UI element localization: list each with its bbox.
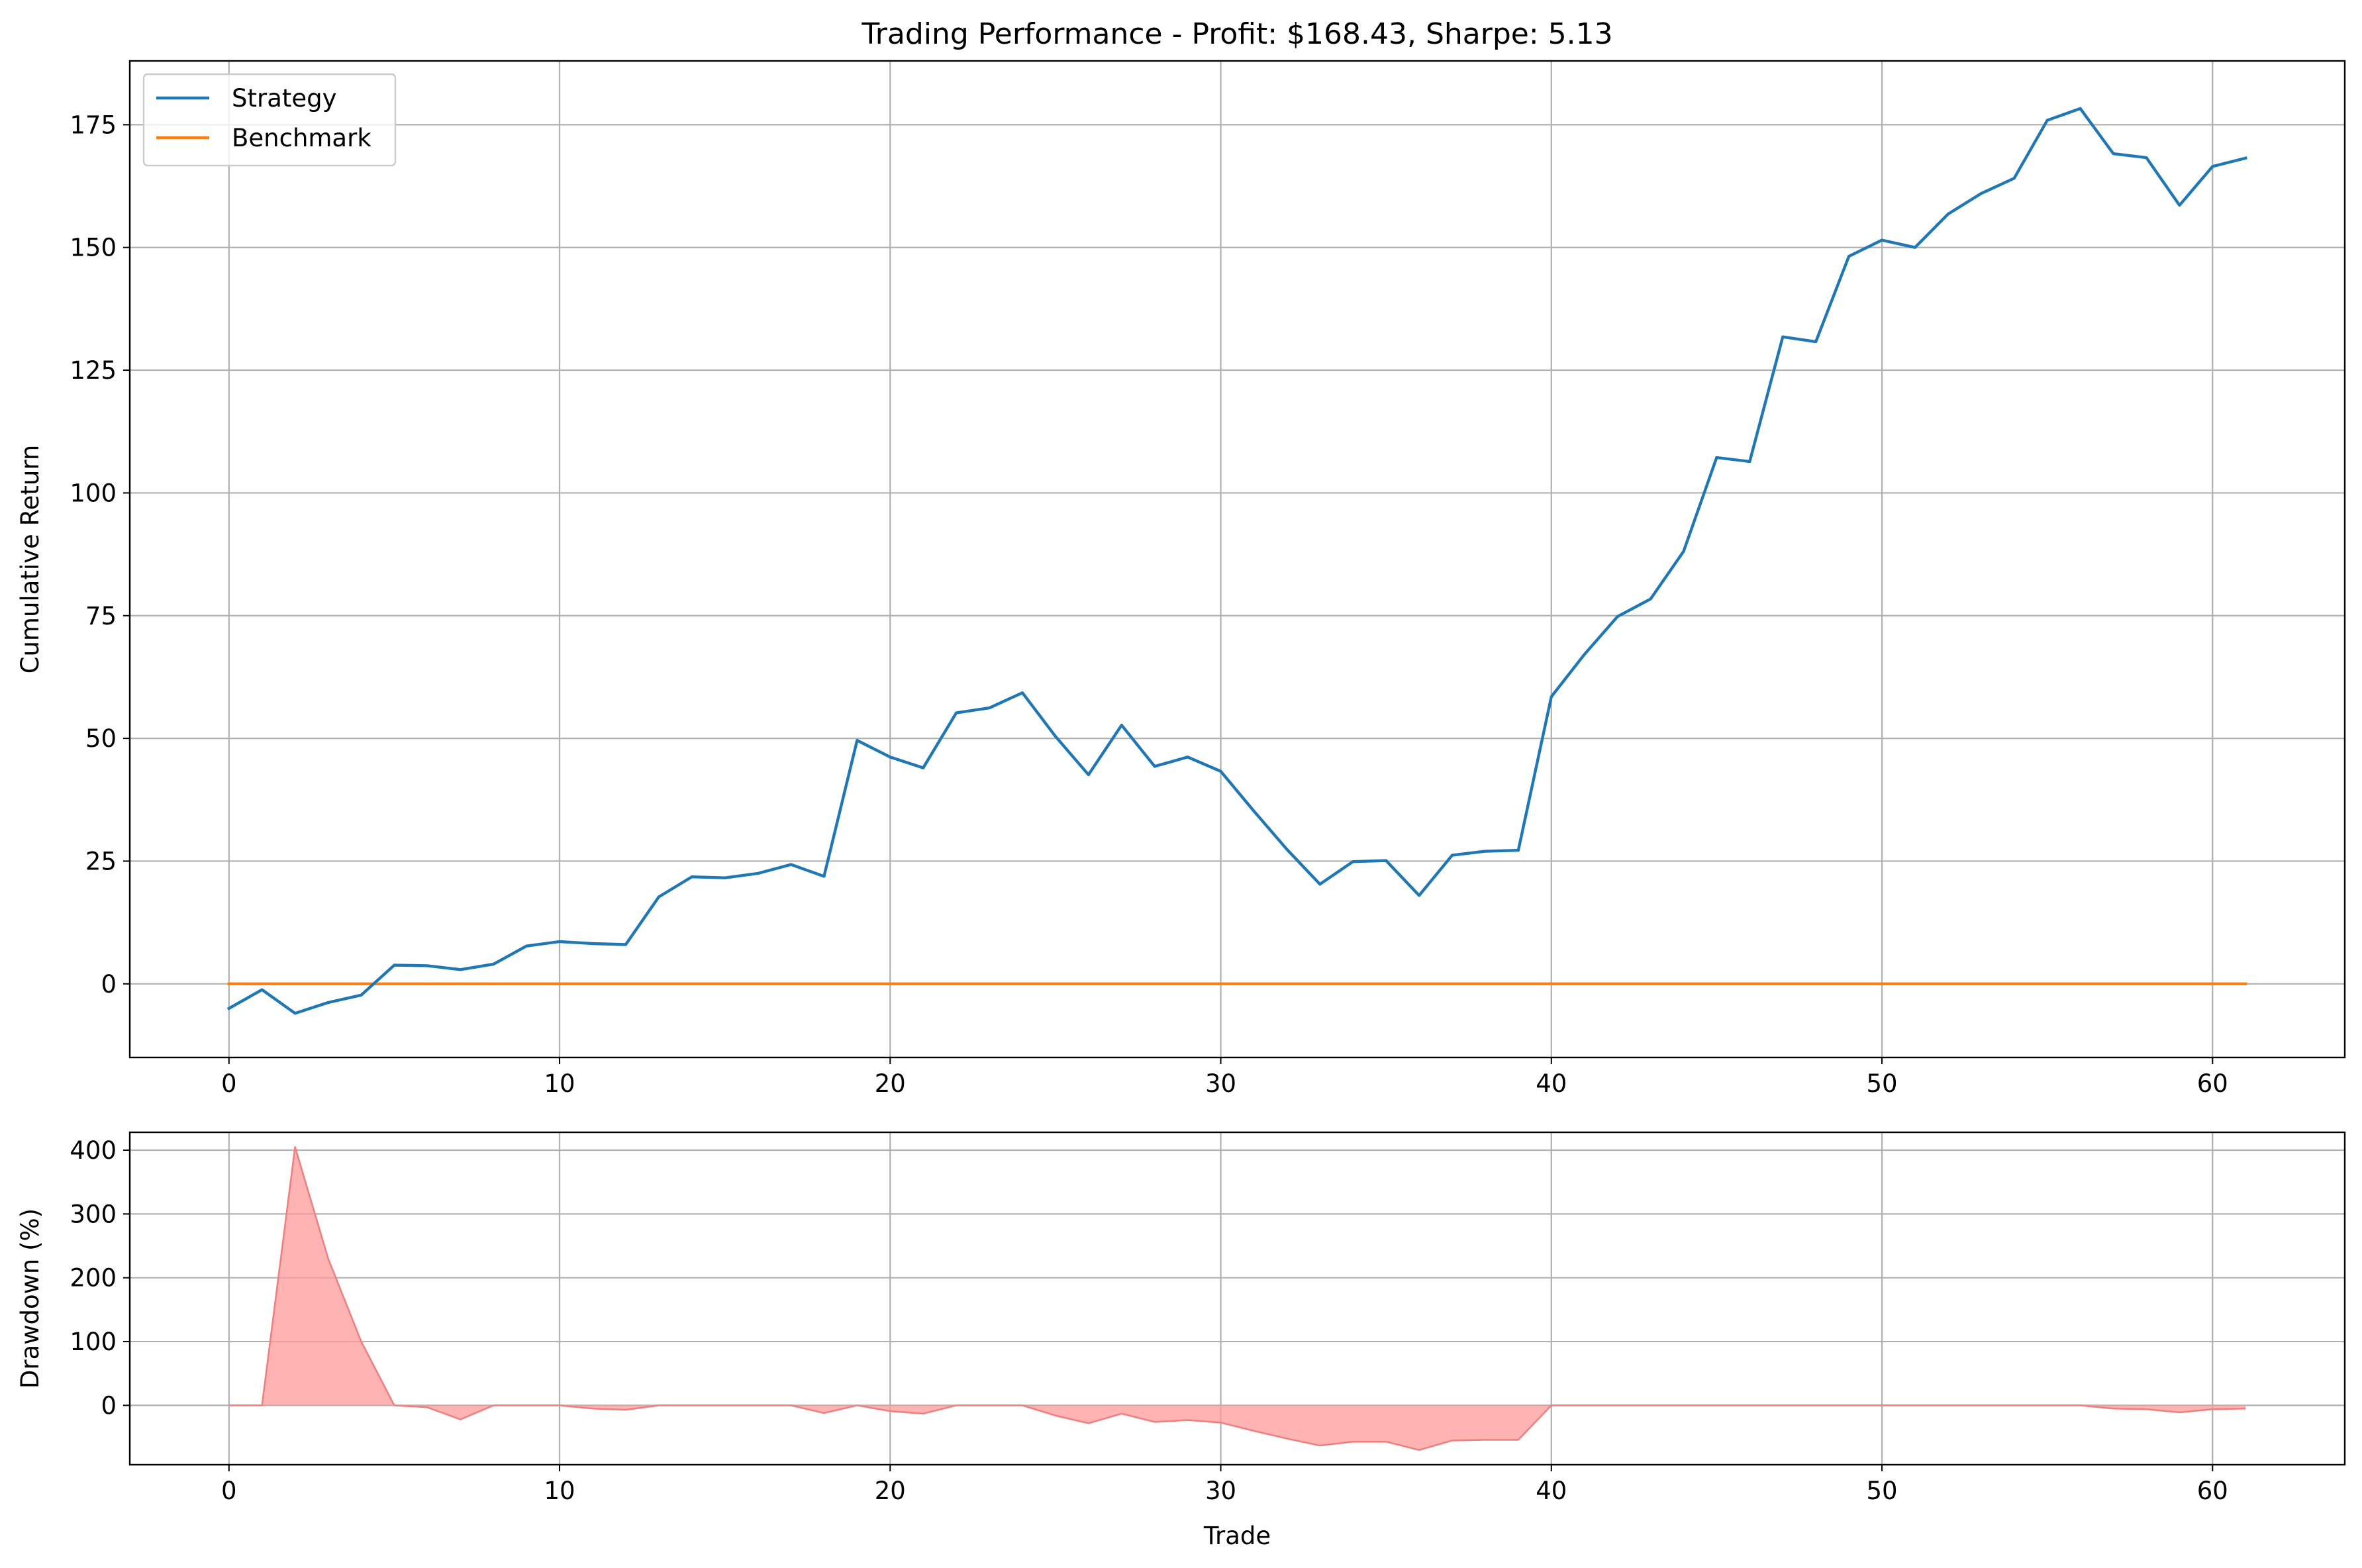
bot-x-tick-label: 10	[544, 1477, 575, 1505]
bottom-x-axis-label: Trade	[1203, 1522, 1271, 1550]
top-x-tick-label: 10	[544, 1069, 575, 1098]
top-x-tick-label: 60	[2197, 1069, 2228, 1098]
bot-x-tick-label: 0	[221, 1477, 237, 1505]
top-y-tick-label: 75	[85, 602, 117, 630]
bot-x-tick-label: 40	[1536, 1477, 1567, 1505]
top-x-tick-label: 30	[1205, 1069, 1236, 1098]
bottom-series-layer	[228, 1146, 2246, 1451]
legend-label-strategy: Strategy	[232, 84, 337, 113]
bot-y-tick-label: 400	[70, 1136, 117, 1165]
bot-x-tick-label: 50	[1866, 1477, 1897, 1505]
top-tick-layer: 0 10 20 30 40 50 60 0 25 50 75 100 125 150 175	[70, 111, 2228, 1098]
bot-x-tick-label: 60	[2197, 1477, 2228, 1505]
top-y-axis-label: Cumulative Return	[16, 445, 44, 674]
chart-title: Trading Performance - Profit: $168.43, S…	[861, 17, 1612, 51]
top-y-tick-label: 25	[85, 847, 117, 875]
top-y-tick-label: 125	[70, 356, 117, 385]
bot-y-tick-label: 100	[70, 1328, 117, 1356]
top-x-tick-label: 40	[1536, 1069, 1567, 1098]
bot-y-tick-label: 0	[101, 1391, 117, 1420]
legend-label-benchmark: Benchmark	[232, 124, 371, 152]
legend: Strategy Benchmark	[142, 73, 397, 167]
top-plot-frame	[128, 60, 2346, 1059]
top-y-tick-label: 50	[85, 724, 117, 753]
cumulative-return-panel: 0 10 20 30 40 50 60 0 25 50 75 100 125 150 175 Cumulat…	[16, 60, 2346, 1098]
top-y-tick-label: 0	[101, 970, 117, 999]
top-y-tick-label: 150	[70, 234, 117, 262]
top-y-tick-label: 100	[70, 479, 117, 507]
bottom-y-axis-label: Drawdown (%)	[16, 1208, 44, 1389]
bottom-plot-frame	[128, 1131, 2346, 1466]
bot-y-tick-label: 300	[70, 1200, 117, 1228]
series-line-strategy	[226, 107, 2247, 1015]
bot-x-tick-label: 20	[875, 1477, 906, 1505]
top-x-tick-label: 20	[875, 1069, 906, 1098]
top-x-tick-label: 50	[1866, 1069, 1897, 1098]
top-series-layer	[226, 107, 2247, 1015]
bottom-tick-layer: 0 10 20 30 40 50 60 0 100 200 300 400	[70, 1136, 2228, 1505]
drawdown-outline	[228, 1146, 2246, 1451]
top-y-tick-label: 175	[70, 111, 117, 139]
bot-y-tick-label: 200	[70, 1264, 117, 1293]
bot-x-tick-label: 30	[1205, 1477, 1236, 1505]
top-x-tick-label: 0	[221, 1069, 237, 1098]
